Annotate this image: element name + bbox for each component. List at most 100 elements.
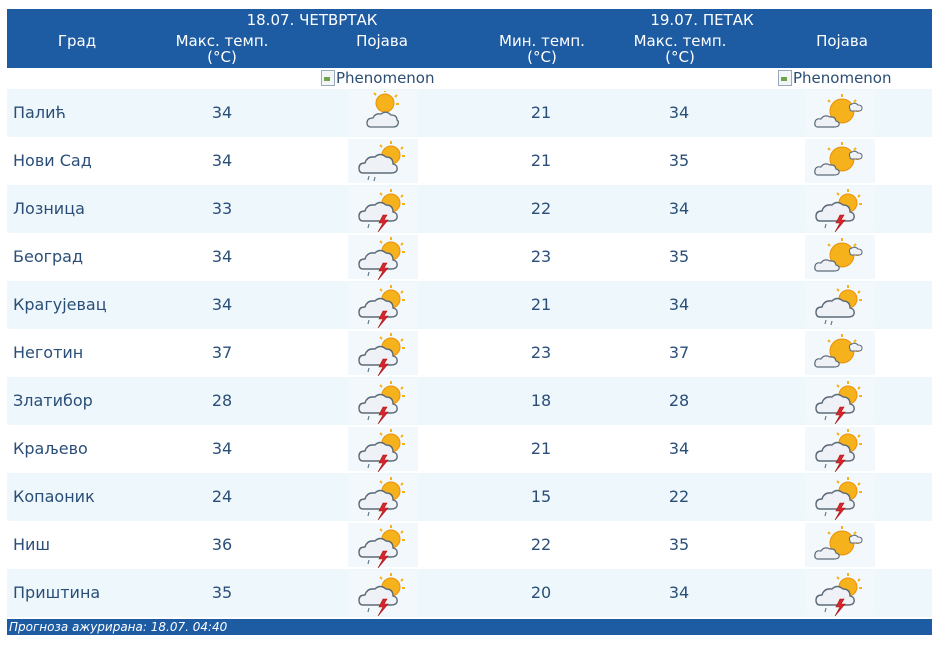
day1-phenomenon (348, 187, 418, 233)
day2-phenomenon (805, 235, 875, 279)
day2-phenomenon (805, 427, 875, 473)
day2-max-temp: 35 (668, 151, 690, 170)
city-name: Ниш (13, 535, 51, 554)
thunderstorm-sun-icon (358, 381, 405, 425)
thunderstorm-sun-icon (815, 477, 862, 521)
header-day2-phen: Појава (816, 32, 868, 50)
city-name: Београд (13, 247, 84, 266)
day2-max-temp: 22 (668, 487, 690, 506)
thunderstorm-sun-icon (358, 525, 405, 569)
thunderstorm-sun-icon (358, 429, 405, 473)
table-row: Београд 34 23 35 (7, 233, 932, 281)
day1-phenomenon (348, 427, 418, 473)
sunny-cloud-icon (814, 334, 863, 368)
day2-min-temp: 23 (530, 247, 552, 266)
day2-phenomenon (805, 283, 875, 327)
day1-max-temp: 24 (211, 487, 233, 506)
table-row: Нови Сад 34 21 35 (7, 137, 932, 185)
city-name: Златибор (13, 391, 93, 410)
broken-image-row: Phenomenon Phenomenon (7, 68, 932, 89)
day1-phenomenon (348, 283, 418, 329)
day2-phenomenon (805, 523, 875, 567)
day2-min-temp: 21 (530, 103, 552, 122)
day2-min-temp: 22 (530, 199, 552, 218)
header-city: Град (57, 32, 97, 50)
day2-max-temp: 35 (668, 535, 690, 554)
day2-phenomenon (805, 331, 875, 375)
cloud-sun-rain-icon (815, 285, 862, 326)
sunny-cloud-icon (814, 142, 863, 176)
thunderstorm-sun-icon (358, 285, 405, 329)
thunderstorm-sun-icon (358, 333, 405, 377)
city-name: Нови Сад (13, 151, 92, 170)
thunderstorm-sun-icon (815, 429, 862, 473)
day2-min-temp: 22 (530, 535, 552, 554)
day2-phenomenon (805, 571, 875, 617)
day1-phenomenon (348, 571, 418, 617)
header-day1-max: Макс. темп. (°C) (175, 32, 269, 66)
day2-max-temp: 35 (668, 247, 690, 266)
table-row: Копаоник 24 15 22 (7, 473, 932, 521)
thunderstorm-sun-icon (815, 189, 862, 233)
thunderstorm-sun-icon (358, 573, 405, 617)
day2-max-temp: 34 (668, 439, 690, 458)
broken-image-day1: Phenomenon (321, 69, 435, 87)
day2-max-temp: 34 (668, 295, 690, 314)
header-day2-title: 19.07. ПЕТАК (650, 11, 754, 29)
table-row: Златибор 28 18 28 (7, 377, 932, 425)
day1-max-temp: 37 (211, 343, 233, 362)
cloud-sun-rain-icon (358, 141, 405, 182)
table-row: Ниш 36 22 35 (7, 521, 932, 569)
day2-phenomenon (805, 187, 875, 233)
day1-max-temp: 34 (211, 103, 233, 122)
sunny-cloud-icon (814, 526, 863, 560)
day2-phenomenon (805, 475, 875, 521)
day2-min-temp: 20 (530, 583, 552, 602)
table-row: Палић 34 21 34 (7, 89, 932, 137)
day2-max-temp: 37 (668, 343, 690, 362)
day2-max-temp: 34 (668, 103, 690, 122)
day1-max-temp: 34 (211, 295, 233, 314)
table-row: Крагујевац 34 21 34 (7, 281, 932, 329)
table-row: Лозница 33 22 34 (7, 185, 932, 233)
header-day2-max: Макс. темп. (°C) (633, 32, 727, 66)
update-footer: Прогноза ажурирана: 18.07. 04:40 (7, 619, 932, 635)
day2-min-temp: 23 (530, 343, 552, 362)
day1-phenomenon (348, 331, 418, 377)
thunderstorm-sun-icon (358, 237, 405, 281)
day2-min-temp: 18 (530, 391, 552, 410)
day1-phenomenon (348, 235, 418, 281)
forecast-table: Град 18.07. ЧЕТВРТАК Макс. темп. (°C) Пој… (7, 9, 932, 635)
partly-cloudy-icon (366, 91, 399, 128)
city-name: Палић (13, 103, 66, 122)
table-row: Неготин 37 23 37 (7, 329, 932, 377)
table-header: Град 18.07. ЧЕТВРТАК Макс. темп. (°C) Пој… (7, 9, 932, 68)
header-day1-phen: Појава (356, 32, 408, 50)
day2-max-temp: 28 (668, 391, 690, 410)
day1-max-temp: 33 (211, 199, 233, 218)
city-name: Краљево (13, 439, 88, 458)
day1-max-temp: 28 (211, 391, 233, 410)
day1-max-temp: 34 (211, 151, 233, 170)
day2-min-temp: 15 (530, 487, 552, 506)
table-row: Краљево 34 21 34 (7, 425, 932, 473)
day2-phenomenon (805, 91, 875, 135)
day2-phenomenon (805, 379, 875, 425)
table-body: Палић 34 21 34 Нови Сад 34 21 35 Лозница 33 22 34 Бе… (7, 89, 932, 617)
thunderstorm-sun-icon (358, 189, 405, 233)
broken-image-day2: Phenomenon (778, 69, 892, 87)
day1-phenomenon (348, 523, 418, 569)
day1-phenomenon (348, 475, 418, 521)
table-row: Приштина 35 20 34 (7, 569, 932, 617)
broken-image-icon (321, 70, 335, 86)
city-name: Лозница (13, 199, 85, 218)
day2-min-temp: 21 (530, 295, 552, 314)
thunderstorm-sun-icon (358, 477, 405, 521)
thunderstorm-sun-icon (815, 573, 862, 617)
day1-max-temp: 34 (211, 439, 233, 458)
day2-phenomenon (805, 139, 875, 183)
city-name: Неготин (13, 343, 84, 362)
city-name: Копаоник (13, 487, 95, 506)
sunny-cloud-icon (814, 238, 863, 272)
header-day1-title: 18.07. ЧЕТВРТАК (246, 11, 378, 29)
